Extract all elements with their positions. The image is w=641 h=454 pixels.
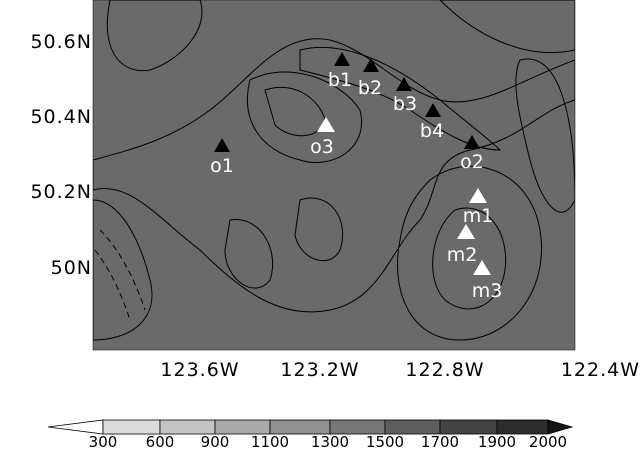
colorbar-label: 1900 xyxy=(478,433,516,451)
station-label: o2 xyxy=(460,151,484,173)
colorbar-label: 1700 xyxy=(421,433,459,451)
lon-label: 122.4W xyxy=(561,359,640,381)
station-label: b3 xyxy=(393,93,417,115)
station-label: m1 xyxy=(463,205,494,227)
colorbar-label: 300 xyxy=(89,433,118,451)
station-label: b4 xyxy=(420,120,444,142)
lat-label: 50.6N xyxy=(30,31,92,53)
station-label: m3 xyxy=(472,280,503,302)
station-label: o3 xyxy=(310,136,334,158)
colorbar-label: 1300 xyxy=(311,433,349,451)
lon-label: 122.8W xyxy=(405,359,484,381)
lat-label: 50N xyxy=(51,257,92,279)
map-figure: 50.6N 50.4N 50.2N 50N 123.6W 123.2W 122.… xyxy=(0,0,641,454)
colorbar-label: 1500 xyxy=(366,433,404,451)
terrain-map xyxy=(93,0,575,350)
colorbar-label: 600 xyxy=(146,433,175,451)
lat-label: 50.2N xyxy=(30,181,92,203)
lon-label: 123.2W xyxy=(280,359,359,381)
lat-label: 50.4N xyxy=(30,106,92,128)
colorbar-label: 900 xyxy=(201,433,230,451)
lon-label: 123.6W xyxy=(160,359,239,381)
colorbar-label: 1100 xyxy=(251,433,289,451)
station-label: b2 xyxy=(358,77,382,99)
colorbar xyxy=(48,420,572,434)
station-label: o1 xyxy=(210,155,234,177)
station-label: m2 xyxy=(447,244,478,266)
colorbar-label: 2000 xyxy=(529,433,567,451)
station-label: b1 xyxy=(328,69,352,91)
